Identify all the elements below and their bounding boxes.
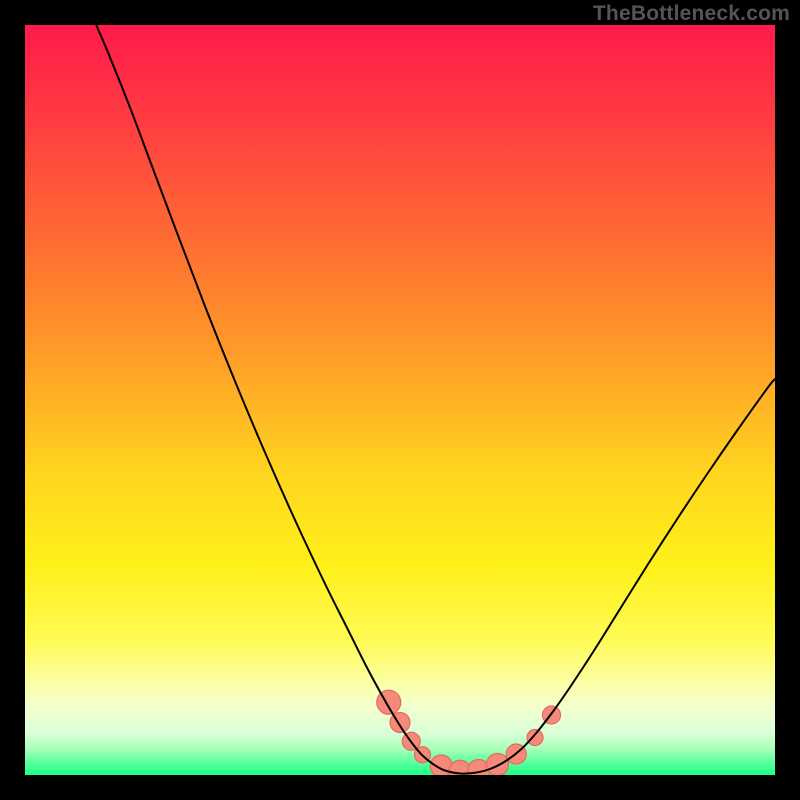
attribution-label: TheBottleneck.com xyxy=(593,2,790,26)
data-marker xyxy=(527,730,543,746)
gradient-background xyxy=(25,25,775,775)
frame-border xyxy=(775,0,800,800)
frame-border xyxy=(0,0,25,800)
data-marker xyxy=(487,754,509,776)
chart-frame: TheBottleneck.com xyxy=(0,0,800,800)
bottleneck-chart xyxy=(0,0,800,800)
frame-border xyxy=(0,775,800,800)
